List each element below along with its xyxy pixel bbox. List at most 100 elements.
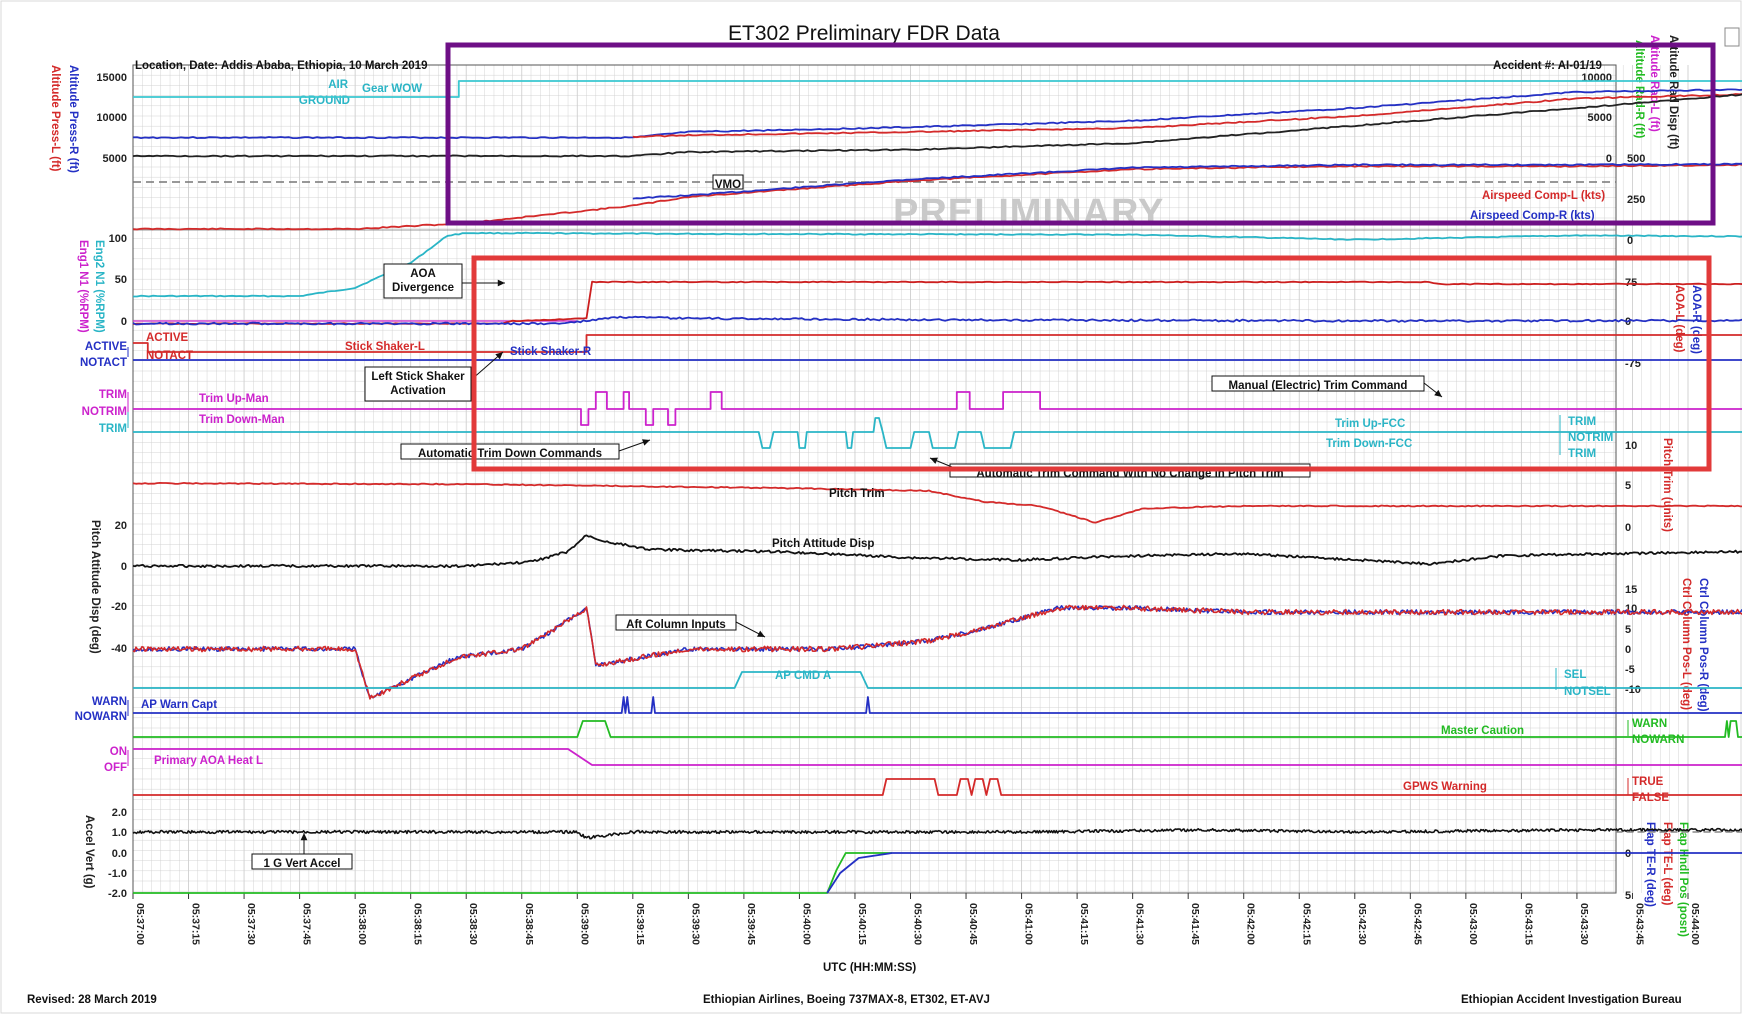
y-tick-accel: -1.0 [108, 868, 127, 880]
series-label: Master Caution [1441, 725, 1524, 737]
x-tick-label: 05:40:30 [912, 903, 924, 945]
corner-icon[interactable] [1724, 27, 1740, 47]
one-g-accel-text: 1 G Vert Accel [264, 858, 341, 870]
trim-fcc-line [133, 417, 1742, 449]
state-gear_air: AIR [328, 79, 349, 91]
y-tick-spd: 0 [1627, 235, 1633, 247]
y-tick-spd: 500 [1627, 153, 1645, 165]
state-gear: Gear WOW [362, 83, 422, 95]
x-axis-label: UTC (HH:MM:SS) [823, 962, 916, 974]
y-tick-accel: 2.0 [112, 807, 127, 819]
x-tick-label: 05:38:00 [356, 903, 368, 945]
x-tick-label: 05:41:30 [1134, 903, 1146, 945]
x-tick-label: 05:43:45 [1633, 903, 1645, 945]
aoa-div-arrow-head [497, 279, 505, 287]
trim-manual-line [133, 391, 1742, 426]
state-labels: AIR GROUND Gear WOW ACTIVE NOTACT ACTIVE NOTAC… [75, 79, 1685, 804]
x-tick-label: 05:40:00 [800, 903, 812, 945]
auto-trim-down-text: Automatic Trim Down Commands [418, 448, 602, 460]
aoa-divergence-text: Divergence [392, 282, 454, 294]
y-tick-ctrl: 0 [1625, 644, 1631, 656]
x-tick-label: 05:38:15 [412, 903, 424, 945]
y-tick-altrad: 0 [1606, 153, 1612, 165]
purple-highlight-box [445, 42, 1716, 226]
x-tick-label: 05:37:30 [245, 903, 257, 945]
x-tick-label: 05:40:45 [967, 903, 979, 945]
gear-wow-line [133, 80, 1742, 98]
y-tick-altrad: 10000 [1581, 72, 1612, 84]
state-trim_r1: TRIM [1568, 416, 1596, 428]
y-axis-label-flap: Flap TE-R (deg) [1644, 822, 1656, 907]
x-tick-label: 05:40:15 [856, 903, 868, 945]
series-label: Primary AOA Heat L [154, 755, 263, 767]
state-false: FALSE [1632, 792, 1669, 804]
series-label: Airspeed Comp-L (kts) [1482, 190, 1605, 202]
y-tick-ctrl: 15 [1625, 584, 1637, 596]
y-axis-label-alt: Altitude Press-R (ft) [67, 65, 79, 173]
watermark: PRELIMINARY [893, 192, 1164, 234]
series-label: Airspeed Comp-R (kts) [1470, 210, 1595, 222]
manual-trim-text: Manual (Electric) Trim Command [1229, 380, 1408, 392]
vmo-box [712, 174, 744, 190]
series-label: GPWS Warning [1403, 781, 1487, 793]
x-tick-label: 05:39:15 [634, 903, 646, 945]
y-axis-label-n1: Eng1 N1 (%RPM) [77, 240, 89, 333]
y-axis-label-altrad: Altitude Rad-R (ft) [1633, 40, 1645, 139]
state-active: ACTIVE [85, 341, 128, 353]
left-stick-shaker-text: Left Stick Shaker [371, 371, 465, 383]
accident-number: Accident #: AI-01/19 [1493, 60, 1602, 72]
y-axis-label-alt: Altitude Press-L (ft) [49, 65, 61, 172]
state-notact: NOTACT [80, 357, 127, 369]
eng-n1-line [133, 231, 1742, 298]
y-tick-flap: 0 [1625, 848, 1631, 860]
x-tick-label: 05:42:45 [1411, 903, 1423, 945]
series-label: Trim Down-Man [199, 414, 285, 426]
master-caution-line [133, 720, 1742, 738]
y-tick-pitch: -40 [111, 643, 127, 655]
y-axis-label-n1: Eng2 N1 (%RPM) [93, 240, 105, 333]
grid-lines [132, 64, 1689, 893]
y-axis-label-accel: Accel Vert (g) [83, 815, 95, 889]
series-labels: Airspeed Comp-L (kts) Airspeed Comp-R (kt… [141, 190, 1605, 793]
x-tick-label: 05:41:45 [1189, 903, 1201, 945]
state-off: OFF [104, 762, 127, 774]
state-on: ON [110, 746, 127, 758]
y-axis-label-altrad: Altitude Rad-L (ft) [1648, 35, 1660, 132]
y-axis-label-trim: Pitch Trim (units) [1661, 438, 1673, 532]
x-tick-label: 05:39:45 [745, 903, 757, 945]
state-trim1: TRIM [99, 389, 127, 401]
state-trim2: TRIM [99, 423, 127, 435]
red-highlight-box [471, 255, 1712, 472]
aoa-heat-line [133, 748, 1742, 766]
x-tick-label: 05:39:30 [689, 903, 701, 945]
flap-handle-line [133, 852, 892, 894]
x-tick-label: 05:44:00 [1689, 903, 1701, 945]
x-tick-label: 05:41:15 [1078, 903, 1090, 945]
one-g-accel-box [251, 853, 353, 870]
bureau-name: Ethiopian Accident Investigation Bureau [1461, 994, 1682, 1006]
ap-warn-capt-line [133, 696, 1742, 714]
x-tick-label: 05:42:15 [1300, 903, 1312, 945]
series-label: Trim Down-FCC [1326, 438, 1412, 450]
series-lines [132, 80, 1742, 894]
y-tick-pitch: 20 [115, 520, 127, 532]
state-notsel: NOTSEL [1564, 686, 1611, 698]
x-tick-label: 05:39:00 [578, 903, 590, 945]
x-tick-label: 05:37:15 [190, 903, 202, 945]
x-tick-label: 05:43:30 [1578, 903, 1590, 945]
y-tick-accel: -2.0 [108, 888, 127, 900]
state-nowarn_r: NOWARN [1632, 734, 1684, 746]
aoa-r-line [132, 315, 1742, 326]
auto-trim-arrow-head [642, 439, 650, 446]
x-tick-label: 05:38:30 [467, 903, 479, 945]
series-label: AP Warn Capt [141, 699, 217, 711]
flap-te-line [826, 852, 1742, 894]
y-axis-label-pitch: Pitch Attitude Disp (deg) [89, 520, 101, 654]
aft-col-arrow-head [757, 630, 765, 637]
series-label: Pitch Attitude Disp [772, 538, 874, 550]
series-label: Stick Shaker-R [510, 346, 592, 358]
y-tick-trim: 0 [1625, 522, 1631, 534]
gpws-warning-line [133, 778, 1742, 796]
